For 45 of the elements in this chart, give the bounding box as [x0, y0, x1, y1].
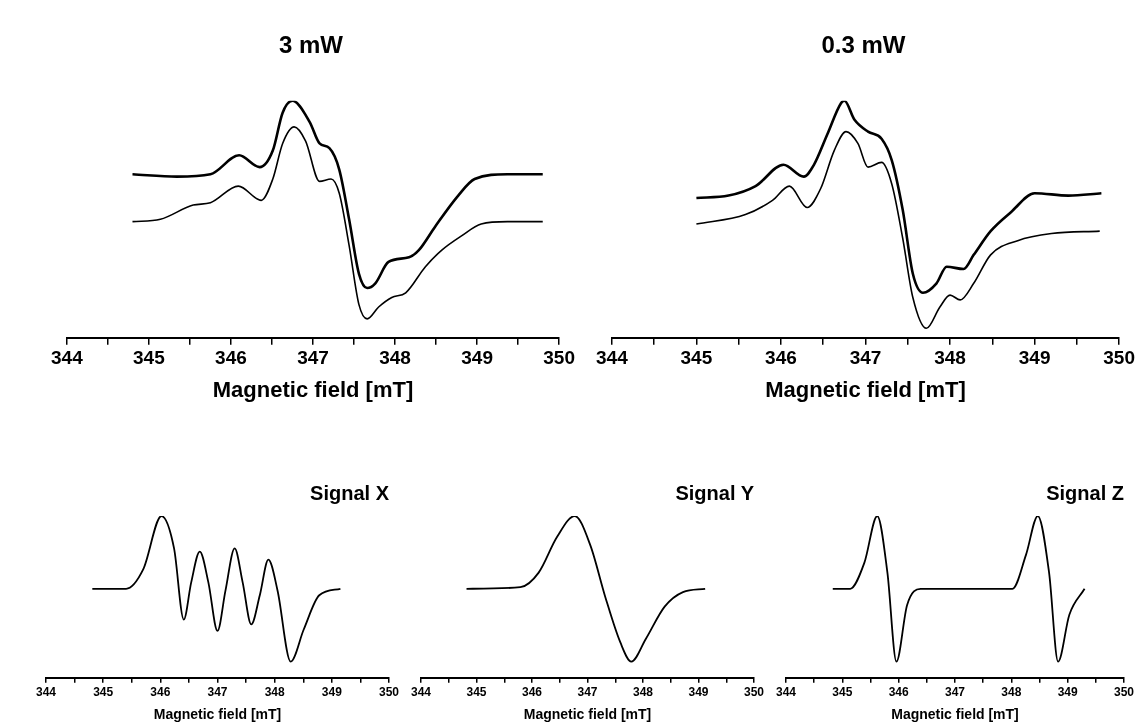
chart-title: Signal Y — [675, 481, 755, 504]
x-tick-label: 346 — [215, 347, 247, 369]
x-tick-label: 349 — [321, 685, 343, 700]
x-tick-label: 347 — [849, 347, 882, 369]
x-tick-label: 347 — [577, 685, 598, 700]
chart-title: Signal X — [310, 481, 390, 504]
x-tick-label: 344 — [51, 347, 84, 369]
chart-title: Signal Z — [1046, 481, 1124, 504]
x-tick-label: 348 — [379, 347, 411, 369]
x-tick-label: 346 — [888, 685, 910, 700]
x-axis-title: Magnetic field [mT] — [765, 376, 966, 402]
x-tick-label: 348 — [1001, 685, 1022, 700]
x-tick-label: 347 — [944, 685, 966, 700]
x-tick-label: 345 — [832, 685, 853, 700]
x-tick-label: 345 — [93, 685, 114, 700]
x-tick-label: 345 — [133, 347, 166, 369]
x-tick-label: 349 — [461, 347, 493, 369]
x-axis-title: Magnetic field [mT] — [212, 376, 414, 402]
x-tick-label: 346 — [150, 685, 171, 700]
x-axis-title: Magnetic field [mT] — [153, 706, 282, 723]
x-tick-label: 349 — [1057, 685, 1078, 700]
x-tick-label: 349 — [688, 685, 709, 700]
x-tick-label: 344 — [36, 685, 57, 700]
x-tick-label: 348 — [934, 347, 966, 369]
x-tick-label: 350 — [1113, 685, 1135, 700]
x-tick-label: 350 — [743, 685, 765, 700]
x-tick-label: 344 — [776, 685, 797, 700]
x-tick-label: 350 — [1103, 347, 1135, 369]
x-tick-label: 349 — [1018, 347, 1051, 369]
x-tick-label: 345 — [680, 347, 713, 369]
x-axis-title: Magnetic field [mT] — [891, 706, 1019, 723]
x-tick-label: 348 — [632, 685, 654, 700]
x-tick-label: 347 — [207, 685, 228, 700]
x-tick-label: 345 — [466, 685, 487, 700]
x-tick-label: 347 — [297, 347, 329, 369]
chart-title: 3 mW — [278, 31, 344, 59]
chart-title: 0.3 mW — [821, 31, 906, 59]
x-tick-label: 350 — [378, 685, 400, 700]
x-tick-label: 346 — [521, 685, 543, 700]
x-tick-label: 344 — [411, 685, 432, 700]
x-tick-label: 348 — [264, 685, 285, 700]
x-tick-label: 344 — [596, 347, 629, 369]
x-tick-label: 350 — [543, 347, 575, 369]
x-axis-title: Magnetic field [mT] — [523, 706, 652, 723]
x-tick-label: 346 — [765, 347, 797, 369]
